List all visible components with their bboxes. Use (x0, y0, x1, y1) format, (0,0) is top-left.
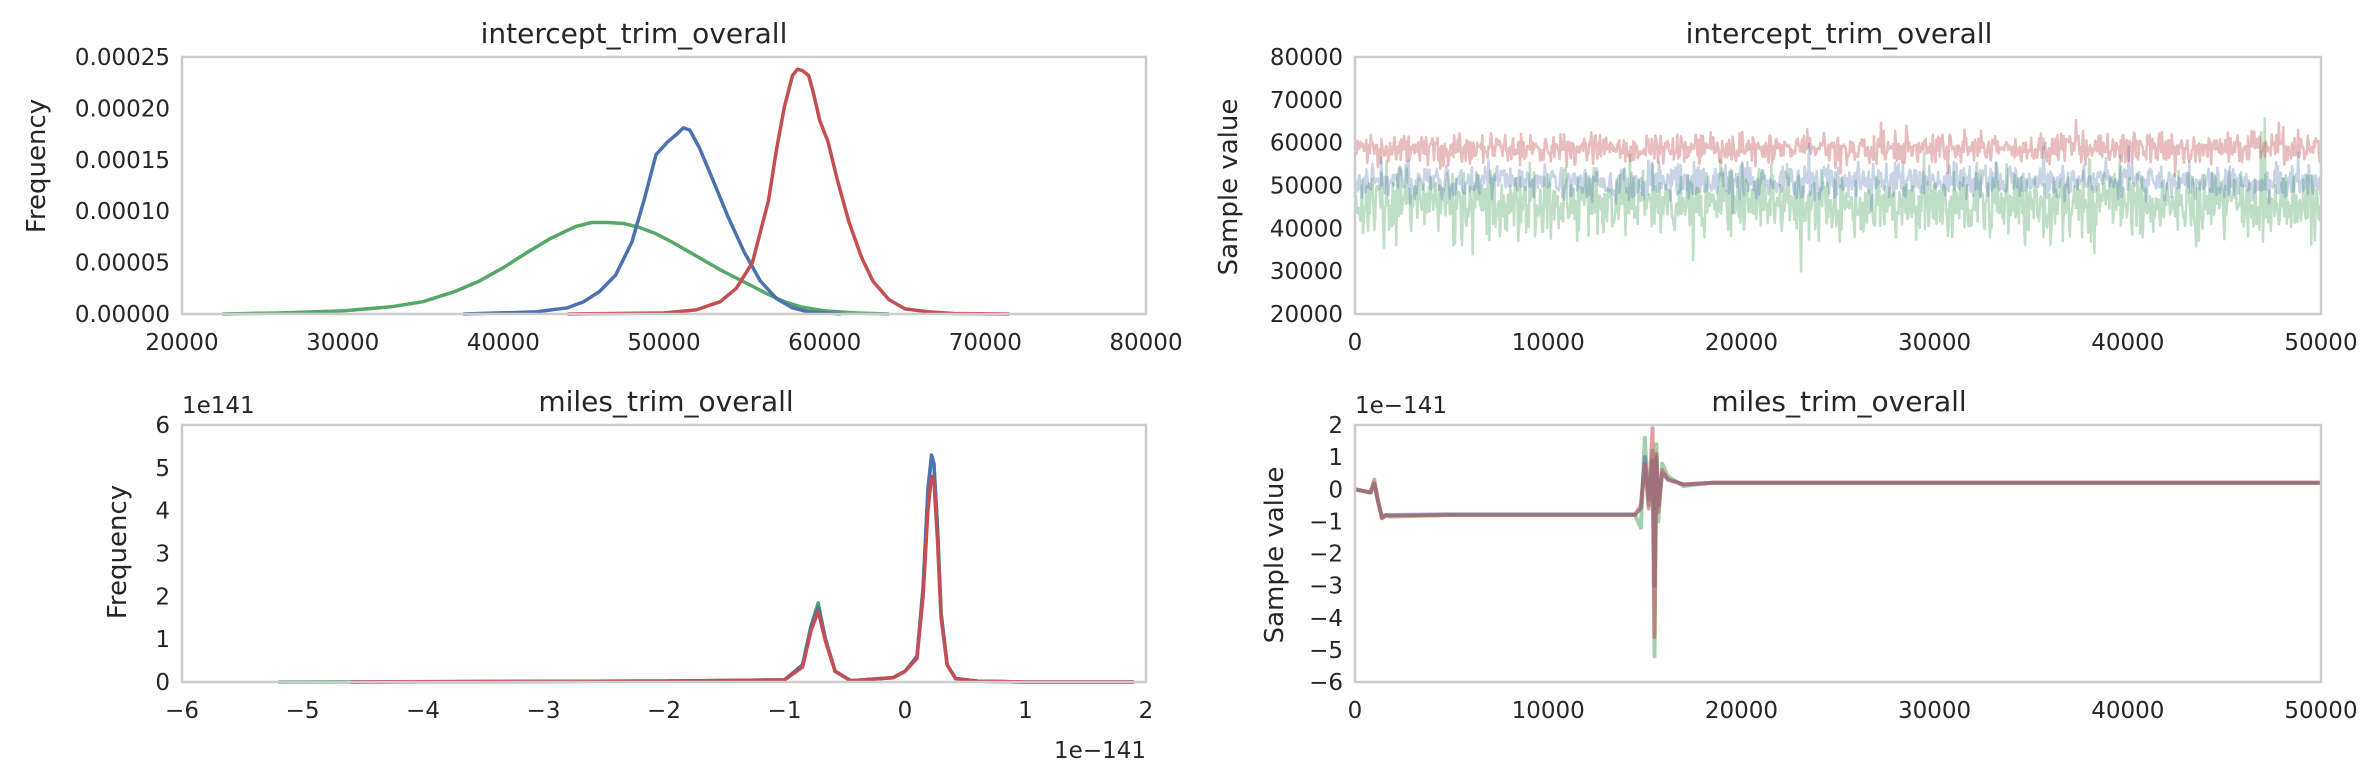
chart-title: miles_trim_overall (1711, 385, 1966, 418)
y-tick-label: −1 (1309, 509, 1343, 535)
series-line-green (1354, 435, 2321, 659)
y-tick-label: 60000 (1270, 131, 1343, 157)
series-line-red (350, 474, 1134, 684)
plot-area (278, 453, 1134, 684)
y-tick-label: 2 (155, 584, 170, 610)
y-tick-label: 1 (155, 627, 170, 653)
x-tick-label: 40000 (467, 330, 540, 356)
y-tick-label: 6 (155, 413, 170, 439)
plot-frame (180, 55, 1148, 316)
plot-area (1353, 117, 2323, 273)
y-axis-label: Frequency (22, 99, 52, 233)
x-tick-label: 20000 (1705, 330, 1778, 356)
x-tick-label: 10000 (1512, 330, 1585, 356)
y-tick-label: 30000 (1270, 259, 1343, 285)
y-tick-label: 0.00025 (75, 45, 170, 71)
series-line-blue (463, 126, 841, 316)
y-tick-label: 20000 (1270, 302, 1343, 328)
series-line-blue (350, 453, 1134, 684)
x-tick-label: −2 (647, 698, 681, 724)
y-tick-label: 2 (1328, 413, 1343, 439)
x-tick-label: 80000 (1109, 330, 1182, 356)
x-tick-label: 60000 (788, 330, 861, 356)
y-tick-label: 0.00010 (75, 199, 170, 225)
y-tick-label: −5 (1309, 638, 1343, 664)
y-axis-label: Sample value (1260, 467, 1290, 644)
y-axis-offset: 1e−141 (1355, 393, 1447, 419)
y-tick-label: 0.00005 (75, 251, 170, 277)
x-tick-label: −3 (527, 698, 561, 724)
x-tick-label: 20000 (1705, 698, 1778, 724)
panel-density-miles: miles_trim_overall 1e141 1e−141 Frequenc… (103, 385, 1153, 764)
y-tick-label: −2 (1309, 542, 1343, 568)
y-tick-label: 0.00000 (75, 302, 170, 328)
y-tick-label: 0 (155, 670, 170, 696)
plot-frame (1353, 55, 2323, 316)
trace-series-blue (1353, 137, 2323, 215)
series-line-blue (1354, 455, 2321, 588)
x-tick-label: 40000 (2091, 698, 2164, 724)
y-tick-label: 1 (1328, 445, 1343, 471)
plot-area (222, 67, 1010, 316)
y-tick-label: 3 (155, 542, 170, 568)
plot-area (1354, 426, 2321, 659)
x-tick-label: 0 (1348, 330, 1363, 356)
x-tick-label: 2 (1139, 698, 1154, 724)
x-axis-offset: 1e−141 (1054, 738, 1146, 764)
y-tick-label: 70000 (1270, 88, 1343, 114)
series-line-green (222, 220, 889, 316)
trace-series-green (1353, 117, 2323, 273)
chart-title: intercept_trim_overall (481, 17, 788, 50)
x-tick-label: 50000 (2284, 330, 2357, 356)
y-axis-label: Sample value (1214, 99, 1244, 276)
panel-density-intercept: intercept_trim_overall Frequency 20000 30… (22, 17, 1183, 356)
trace-series-red (1353, 118, 2323, 178)
x-tick-label: 20000 (145, 330, 218, 356)
y-tick-label: −4 (1309, 606, 1343, 632)
y-tick-label: 4 (155, 499, 170, 525)
x-tick-label: 0 (898, 698, 913, 724)
x-tick-label: −1 (768, 698, 802, 724)
y-tick-label: 40000 (1270, 216, 1343, 242)
x-tick-label: −5 (286, 698, 320, 724)
y-tick-label: 80000 (1270, 45, 1343, 71)
chart-title: intercept_trim_overall (1686, 17, 1993, 50)
x-tick-label: 30000 (1898, 698, 1971, 724)
series-line-green (278, 455, 1134, 684)
x-tick-label: 40000 (2091, 330, 2164, 356)
series-line-red (1354, 426, 2321, 639)
y-axis-offset: 1e141 (182, 393, 255, 419)
x-tick-label: 30000 (306, 330, 379, 356)
panel-trace-miles: miles_trim_overall 1e−141 Sample value 0… (1260, 385, 2358, 724)
y-tick-label: 0 (1328, 477, 1343, 503)
x-tick-label: 0 (1348, 698, 1363, 724)
x-tick-label: 10000 (1512, 698, 1585, 724)
y-tick-label: 5 (155, 456, 170, 482)
x-tick-label: −4 (406, 698, 440, 724)
x-tick-label: −6 (165, 698, 199, 724)
x-tick-label: 70000 (949, 330, 1022, 356)
x-tick-label: 50000 (627, 330, 700, 356)
x-tick-label: 1 (1018, 698, 1033, 724)
y-tick-label: 0.00020 (75, 96, 170, 122)
plot-frame (1353, 423, 2323, 684)
series-line-red (567, 67, 1010, 316)
y-tick-label: −6 (1309, 670, 1343, 696)
x-tick-label: 50000 (2284, 698, 2357, 724)
panel-trace-intercept: intercept_trim_overall Sample value 0 100… (1214, 17, 2358, 356)
y-tick-label: 50000 (1270, 174, 1343, 200)
chart-title: miles_trim_overall (538, 385, 793, 418)
y-tick-label: 0.00015 (75, 148, 170, 174)
y-axis-label: Frequency (103, 485, 133, 619)
x-tick-label: 30000 (1898, 330, 1971, 356)
plot-frame (180, 423, 1148, 684)
y-tick-label: −3 (1309, 574, 1343, 600)
